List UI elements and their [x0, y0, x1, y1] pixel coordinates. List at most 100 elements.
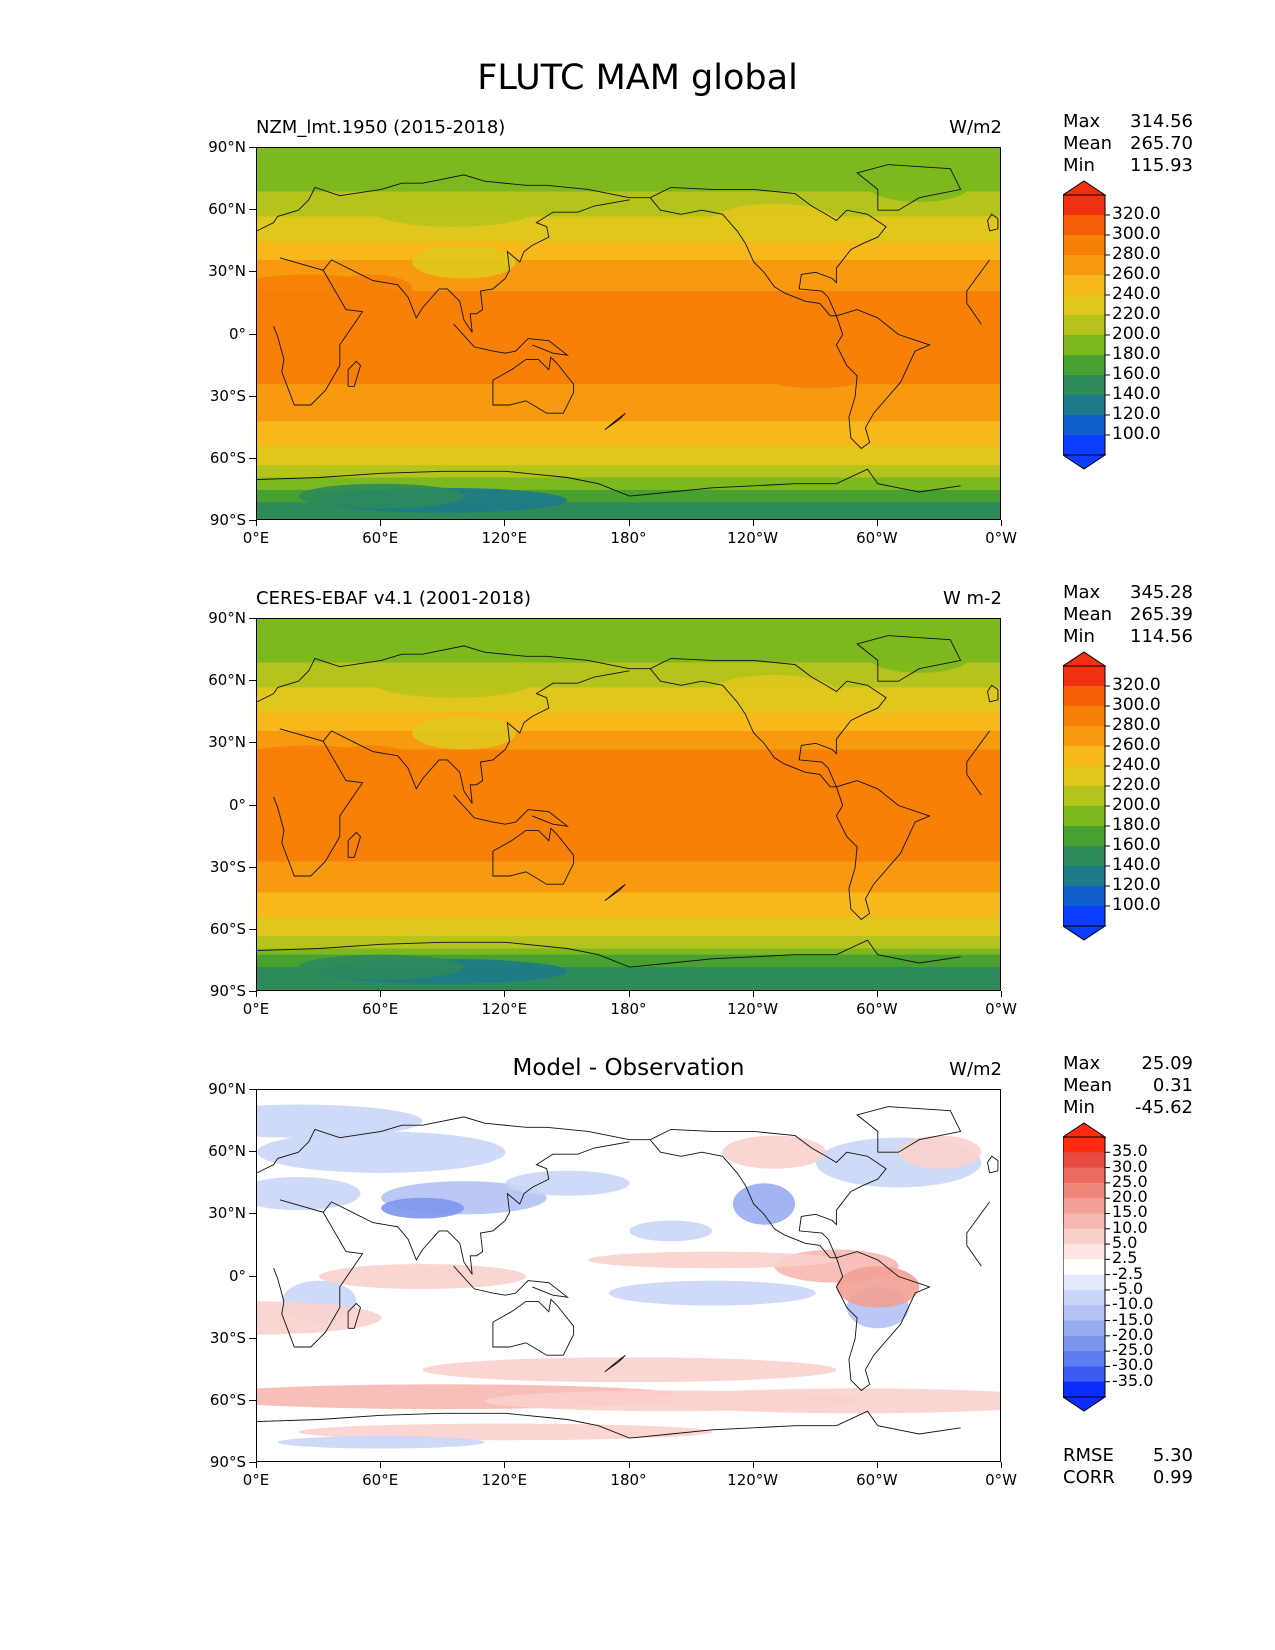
- lat-tick-mark: [249, 1337, 256, 1339]
- field-band: [257, 650, 1000, 657]
- figure-title: FLUTC MAM global: [477, 58, 798, 98]
- field-band: [257, 755, 1000, 763]
- colorbar-swatch: [1063, 295, 1105, 316]
- field-blob: [298, 954, 464, 980]
- field-band: [257, 148, 1000, 155]
- lat-tick-mark: [249, 866, 256, 868]
- colorbar-tick-label: -25.0: [1112, 1340, 1154, 1360]
- lon-tick-mark: [256, 1462, 257, 1468]
- stat-max: 314.56: [1130, 111, 1193, 132]
- field-band: [257, 421, 1000, 429]
- coastline: [835, 1251, 931, 1392]
- colorbar-tick-label: 100.0: [1112, 424, 1161, 444]
- field-band: [257, 730, 1000, 738]
- field-band: [257, 210, 1000, 217]
- field-band: [257, 668, 1000, 676]
- lat-tick-mark: [249, 1462, 256, 1463]
- coastline: [856, 164, 962, 211]
- diff-blob: [257, 1177, 361, 1211]
- colorbar-tick-label: 160.0: [1112, 835, 1161, 855]
- colorbar-swatch: [1063, 235, 1105, 256]
- colorbar-tick-label: 160.0: [1112, 364, 1161, 384]
- map-svg: [257, 1090, 1000, 1461]
- colorbar-swatch: [1063, 886, 1105, 907]
- lon-tick-mark: [1001, 520, 1002, 526]
- field-features: [257, 639, 971, 984]
- field-band: [257, 985, 1000, 990]
- field-band: [257, 297, 1000, 304]
- panel-model: NZM_lmt.1950 (2015-2018) W/m2 90°N 60°N 30…: [0, 111, 1275, 577]
- field-band: [257, 811, 1000, 819]
- colorbar-swatch: [1063, 375, 1105, 396]
- stat-min-label: Min: [1063, 626, 1095, 647]
- stat-max-label: Max: [1063, 1053, 1101, 1074]
- lon-tick-mark: [380, 991, 382, 997]
- field-band: [257, 923, 1000, 931]
- diff-blob: [722, 1135, 827, 1169]
- field-blob: [867, 168, 971, 202]
- stats-box: Max 345.28 Mean 265.39 Min 114.56: [1063, 582, 1193, 648]
- diff-blob: [836, 1266, 920, 1308]
- field-band: [257, 805, 1000, 813]
- field-band: [257, 892, 1000, 900]
- panel-title: Model - Observation: [512, 1055, 745, 1081]
- coastline: [492, 356, 575, 414]
- field-band: [257, 222, 1000, 230]
- field-band: [257, 259, 1000, 267]
- coastline: [257, 468, 961, 497]
- field-band: [257, 662, 1000, 670]
- diff-blob: [608, 1280, 816, 1306]
- field-band: [257, 774, 1000, 782]
- field-band: [257, 489, 1000, 497]
- lat-tick-label: 60°S: [209, 1390, 246, 1409]
- field-band: [257, 724, 1000, 732]
- field-band: [257, 954, 1000, 962]
- field-band: [257, 706, 1000, 713]
- lat-tick-mark: [249, 1213, 256, 1215]
- field-band: [257, 477, 1000, 485]
- lat-tick-label: 90°N: [208, 609, 246, 627]
- field-band: [257, 359, 1000, 367]
- diff-features: [257, 1104, 1000, 1449]
- colorbar-svg: [1061, 1122, 1110, 1412]
- field-band: [257, 849, 1000, 856]
- colorbar-tick-label: 120.0: [1112, 404, 1161, 424]
- colorbar: 320.0 300.0 280.0 260.0 240.0 220.0 200.0 180.0…: [1061, 650, 1161, 948]
- field-band: [257, 762, 1000, 769]
- diff-blob: [381, 1197, 464, 1219]
- colorbar-swatch: [1063, 1381, 1105, 1398]
- colorbar-swatch: [1063, 1198, 1105, 1214]
- colorbar-tick-label: 320.0: [1112, 204, 1161, 224]
- lon-tick-mark: [504, 520, 506, 526]
- field-band: [257, 817, 1000, 825]
- stat-mean: 265.70: [1130, 133, 1193, 154]
- coastline: [257, 939, 961, 968]
- coastline: [987, 684, 999, 703]
- field-band: [257, 179, 1000, 186]
- colorbar-tick-label: 100.0: [1112, 895, 1161, 915]
- coastline: [273, 257, 990, 406]
- stat-max-label: Max: [1063, 582, 1101, 603]
- colorbar-tick-label: -15.0: [1112, 1309, 1154, 1329]
- lon-tick-label: 0°W: [985, 529, 1017, 547]
- stat-max-label: Max: [1063, 111, 1101, 132]
- colorbar-tick-label: 280.0: [1112, 244, 1161, 264]
- colorbar-swatch: [1063, 726, 1105, 747]
- field-band: [257, 712, 1000, 720]
- field-band: [257, 235, 1000, 242]
- field-band: [257, 873, 1000, 881]
- field-band: [257, 384, 1000, 391]
- field-band: [257, 452, 1000, 460]
- field-band: [257, 496, 1000, 503]
- colorbar-swatch: [1063, 746, 1105, 767]
- lat-tick-mark: [249, 991, 256, 992]
- colorbar-swatch: [1063, 1351, 1105, 1367]
- lon-tick-label: 60°E: [362, 1000, 399, 1018]
- lat-tick-label: 60°S: [209, 919, 246, 938]
- lat-tick-mark: [249, 333, 256, 335]
- field-band: [257, 172, 1000, 180]
- colorbar-swatch: [1063, 415, 1105, 436]
- field-band: [257, 880, 1000, 887]
- field-band: [257, 861, 1000, 869]
- lon-tick-mark: [628, 1462, 630, 1468]
